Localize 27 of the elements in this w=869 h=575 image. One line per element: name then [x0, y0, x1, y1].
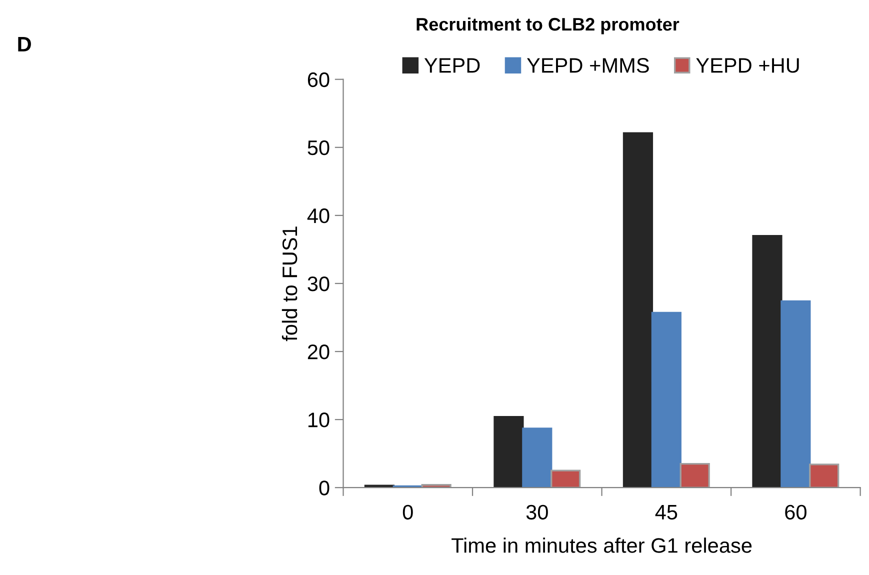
y-tick-label: 20	[308, 344, 330, 360]
bar	[809, 464, 840, 488]
bar	[780, 300, 811, 488]
legend-label: YEPD	[424, 58, 480, 73]
y-axis-title: fold to FUS1	[282, 226, 298, 342]
bar	[680, 462, 710, 488]
y-tick-label: 60	[308, 72, 330, 88]
bar	[494, 416, 524, 488]
legend-label: YEPD +MMS	[526, 58, 649, 73]
bar	[522, 428, 552, 488]
x-tick-label: 0	[402, 504, 413, 520]
y-tick-label: 0	[319, 480, 330, 496]
x-tick-label: 30	[526, 504, 548, 520]
legend-label: YEPD +HU	[696, 58, 799, 73]
y-tick-label: 30	[308, 276, 330, 292]
x-axis-title: Time in minutes after G1 release	[452, 538, 752, 553]
x-tick-label: 45	[655, 505, 678, 520]
y-tick-label: 10	[308, 412, 330, 428]
bar	[550, 470, 581, 488]
x-tick-label: 60	[785, 504, 806, 520]
y-tick-label: 50	[308, 140, 330, 156]
text: D	[18, 37, 31, 52]
chart-title: Recruitment to CLB2 promoter	[416, 17, 680, 34]
bar	[622, 132, 654, 488]
bar	[651, 312, 682, 488]
bar	[752, 235, 782, 488]
y-tick-label: 40	[307, 208, 330, 224]
